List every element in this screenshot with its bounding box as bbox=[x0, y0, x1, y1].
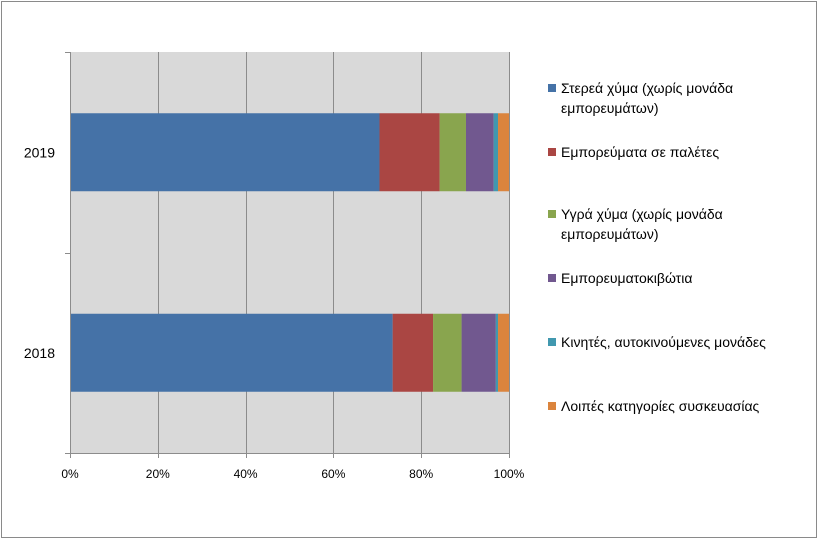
legend-item: Εμπορευματοκιβώτια bbox=[548, 268, 692, 288]
bar-2019-series-4 bbox=[465, 113, 494, 192]
bars bbox=[70, 113, 509, 392]
category-label-2019: 2019 bbox=[24, 144, 55, 160]
legend-item: Λοιπές κατηγορίες συσκευασίας bbox=[548, 396, 759, 416]
legend-label: Στερεά χύμα (χωρίς μονάδα εμπορευμάτων) bbox=[561, 80, 734, 116]
bar-2019-series-5 bbox=[493, 113, 499, 192]
legend-item: Υγρά χύμα (χωρίς μονάδα εμπορευμάτων) bbox=[548, 204, 810, 244]
axis-labels: 0% 20% 40% 60% 80% 100% 2018 2019 bbox=[24, 144, 525, 481]
legend-swatch bbox=[548, 84, 556, 92]
bar-2019-series-3 bbox=[439, 113, 466, 192]
x-tick-label: 0% bbox=[61, 467, 79, 481]
legend-swatch bbox=[548, 148, 556, 156]
x-tick-label: 60% bbox=[321, 467, 345, 481]
legend-swatch bbox=[548, 402, 556, 410]
legend-swatch bbox=[548, 338, 556, 346]
legend-label: Υγρά χύμα (χωρίς μονάδα εμπορευμάτων) bbox=[561, 206, 723, 242]
bar-2018-series-3 bbox=[433, 313, 462, 392]
legend-swatch bbox=[548, 274, 556, 282]
legend-item: Στερεά χύμα (χωρίς μονάδα εμπορευμάτων) bbox=[548, 78, 810, 118]
x-tick-label: 40% bbox=[234, 467, 258, 481]
category-label-2018: 2018 bbox=[24, 345, 55, 361]
legend-item: Εμπορεύματα σε παλέτες bbox=[548, 142, 719, 162]
bar-2018-series-1 bbox=[70, 313, 393, 392]
legend-label: Εμπορεύματα σε παλέτες bbox=[561, 144, 720, 160]
legend-item: Κινητές, αυτοκινούμενες μονάδες bbox=[548, 332, 766, 352]
bar-2018-series-2 bbox=[392, 313, 434, 392]
bar-2019-series-1 bbox=[70, 113, 380, 192]
x-tick-label: 80% bbox=[409, 467, 433, 481]
axes bbox=[65, 52, 510, 458]
bar-2019-series-6 bbox=[498, 113, 509, 192]
legend-label: Λοιπές κατηγορίες συσκευασίας bbox=[561, 398, 760, 414]
bar-2018-series-6 bbox=[498, 313, 509, 392]
plot-area bbox=[70, 52, 509, 453]
bar-2019-series-2 bbox=[379, 113, 440, 192]
legend-label: Κινητές, αυτοκινούμενες μονάδες bbox=[561, 334, 766, 350]
legend-swatch bbox=[548, 210, 556, 218]
bar-2018-series-5 bbox=[495, 313, 499, 392]
x-tick-label: 20% bbox=[146, 467, 170, 481]
legend-label: Εμπορευματοκιβώτια bbox=[561, 270, 693, 286]
bar-2018-series-4 bbox=[461, 313, 496, 392]
x-tick-label: 100% bbox=[494, 467, 525, 481]
